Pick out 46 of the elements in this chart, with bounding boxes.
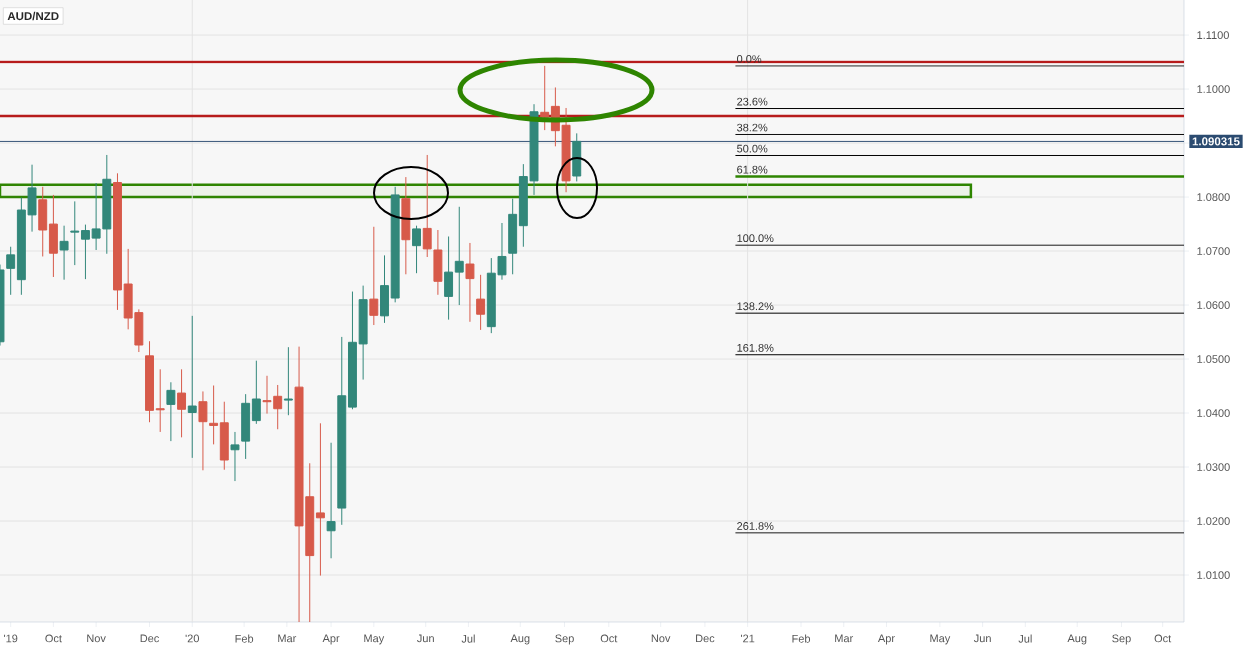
x-tick-label: Apr [322,634,340,645]
x-tick-label: Feb [235,634,254,643]
x-tick-label: Oct [600,634,618,643]
annotation: 50.0% [737,144,768,153]
y-tick-label: 1.1000 [1197,85,1230,93]
annotation: 138.2% [737,302,774,311]
x-tick-label: Feb [792,634,811,643]
x-tick-label: '20 [185,634,199,643]
x-tick-label: Dec [140,634,160,643]
x-tick-label: Jul [461,634,475,643]
y-tick-label: 1.0300 [1197,463,1230,471]
x-tick-label: May [364,634,385,645]
x-tick-label: Oct [45,634,62,643]
text: AUD/NZD [7,11,59,21]
y-tick-label: 1.0100 [1197,571,1230,579]
x-tick-label: May [930,634,951,645]
x-tick-label: Dec [696,634,715,643]
annotation: 38.2% [737,123,768,132]
x-tick-label: Nov [87,634,106,643]
x-tick-label: Oct [1154,634,1172,643]
annotation: 23.6% [737,97,768,106]
x-tick-label: Sep [1112,634,1131,645]
x-tick-label: Sep [555,634,574,645]
y-tick-label: 1.0800 [1197,193,1230,201]
ref-line-label: 1.090315 [1192,137,1240,146]
annotation: 261.8% [737,522,774,530]
x-tick-label: Mar [278,634,297,643]
annotation: 61.8% [737,165,768,174]
x-tick-label: Aug [510,634,530,645]
y-tick-label: 1.0600 [1197,301,1230,309]
x-tick-label: '19 [4,634,18,643]
x-tick-label: Jun [973,634,991,643]
annotation: 100.0% [737,234,774,243]
x-tick-label: Nov [651,634,671,643]
x-tick-label: Apr [877,634,895,645]
y-tick-label: 1.1100 [1197,31,1229,39]
x-tick-label: Aug [1067,634,1087,645]
x-tick-label: Mar [835,634,854,643]
annotation: 161.8% [737,343,774,352]
y-tick-label: 1.0700 [1197,247,1230,255]
x-tick-label: '21 [741,634,755,643]
y-tick-label: 1.0200 [1197,517,1230,525]
x-tick-label: Jun [417,634,434,643]
y-tick-label: 1.0400 [1197,409,1230,417]
y-tick-label: 1.0500 [1197,355,1230,363]
x-tick-label: Jul [1018,634,1032,643]
